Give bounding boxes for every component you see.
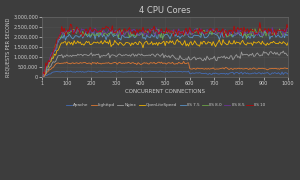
IIS 10 bbox=[286, 27, 290, 29]
IIS 8.5 bbox=[40, 75, 44, 78]
Lighttpd bbox=[64, 62, 67, 64]
IIS 8.5 bbox=[266, 30, 269, 32]
Nginx bbox=[130, 53, 134, 55]
Lighttpd bbox=[182, 60, 185, 62]
Lighttpd bbox=[40, 75, 44, 78]
IIS 8.5 bbox=[144, 31, 147, 34]
Apache bbox=[268, 73, 272, 75]
OpenLiteSpeed bbox=[40, 76, 44, 78]
Lighttpd bbox=[286, 67, 290, 69]
Legend: Apache, Lighttpd, Nginx, OpenLiteSpeed, IIS 7.5, IIS 8.0, IIS 8.5, IIS 10: Apache, Lighttpd, Nginx, OpenLiteSpeed, … bbox=[64, 102, 267, 109]
IIS 10 bbox=[144, 31, 147, 33]
IIS 7.5 bbox=[42, 74, 45, 76]
X-axis label: CONCURRENT CONNECTIONS: CONCURRENT CONNECTIONS bbox=[125, 89, 205, 94]
Nginx bbox=[42, 74, 45, 76]
Nginx bbox=[62, 55, 66, 57]
Apache bbox=[176, 71, 179, 73]
Apache bbox=[40, 76, 44, 78]
IIS 8.0 bbox=[64, 31, 67, 34]
Line: Nginx: Nginx bbox=[42, 51, 288, 77]
IIS 10 bbox=[267, 28, 270, 30]
Lighttpd bbox=[174, 62, 178, 65]
IIS 7.5 bbox=[286, 33, 290, 35]
Apache bbox=[42, 76, 45, 78]
IIS 7.5 bbox=[130, 32, 134, 34]
OpenLiteSpeed bbox=[176, 38, 179, 40]
Lighttpd bbox=[131, 62, 135, 64]
IIS 8.5 bbox=[42, 75, 45, 77]
Nginx bbox=[286, 55, 290, 57]
Line: IIS 8.5: IIS 8.5 bbox=[42, 28, 288, 76]
IIS 7.5 bbox=[144, 38, 147, 40]
Line: IIS 8.0: IIS 8.0 bbox=[42, 28, 288, 76]
OpenLiteSpeed bbox=[42, 73, 45, 75]
IIS 8.5 bbox=[130, 30, 134, 32]
Apache bbox=[64, 71, 67, 73]
IIS 8.0 bbox=[176, 34, 179, 36]
IIS 8.0 bbox=[43, 72, 46, 75]
Nginx bbox=[40, 76, 44, 78]
IIS 8.0 bbox=[146, 31, 150, 34]
IIS 8.5 bbox=[62, 30, 66, 32]
Nginx bbox=[281, 50, 285, 52]
IIS 8.5 bbox=[286, 27, 290, 29]
IIS 8.5 bbox=[270, 26, 274, 29]
Nginx bbox=[266, 53, 269, 55]
IIS 10 bbox=[40, 74, 44, 76]
Y-axis label: REQUESTS PER SECOND: REQUESTS PER SECOND bbox=[6, 17, 10, 77]
Lighttpd bbox=[268, 68, 272, 70]
Title: 4 CPU Cores: 4 CPU Cores bbox=[140, 6, 191, 15]
Line: Lighttpd: Lighttpd bbox=[42, 61, 288, 77]
IIS 10 bbox=[173, 30, 177, 32]
Apache bbox=[145, 71, 148, 73]
IIS 10 bbox=[62, 27, 66, 29]
OpenLiteSpeed bbox=[130, 42, 134, 44]
Line: IIS 10: IIS 10 bbox=[42, 22, 288, 75]
OpenLiteSpeed bbox=[286, 41, 290, 43]
IIS 7.5 bbox=[157, 30, 161, 32]
IIS 8.0 bbox=[268, 31, 272, 34]
IIS 10 bbox=[258, 21, 262, 24]
Apache bbox=[286, 73, 290, 75]
Nginx bbox=[173, 57, 177, 59]
Lighttpd bbox=[145, 62, 148, 64]
Line: Apache: Apache bbox=[42, 71, 288, 77]
IIS 10 bbox=[42, 71, 45, 73]
Apache bbox=[43, 75, 46, 77]
IIS 8.0 bbox=[42, 75, 45, 77]
Apache bbox=[158, 70, 162, 72]
IIS 10 bbox=[130, 33, 134, 35]
IIS 7.5 bbox=[40, 75, 44, 77]
OpenLiteSpeed bbox=[267, 44, 270, 46]
IIS 8.5 bbox=[173, 31, 177, 33]
IIS 8.0 bbox=[286, 32, 290, 34]
OpenLiteSpeed bbox=[62, 41, 66, 43]
Line: IIS 7.5: IIS 7.5 bbox=[42, 31, 288, 76]
IIS 7.5 bbox=[267, 32, 270, 34]
IIS 8.0 bbox=[76, 27, 80, 29]
OpenLiteSpeed bbox=[173, 43, 177, 46]
IIS 7.5 bbox=[62, 33, 66, 35]
Line: OpenLiteSpeed: OpenLiteSpeed bbox=[42, 39, 288, 77]
Lighttpd bbox=[42, 76, 45, 78]
Nginx bbox=[144, 55, 147, 57]
Apache bbox=[131, 70, 135, 72]
OpenLiteSpeed bbox=[144, 41, 147, 43]
IIS 7.5 bbox=[174, 33, 178, 35]
IIS 8.0 bbox=[40, 73, 44, 75]
Lighttpd bbox=[43, 75, 46, 77]
IIS 8.0 bbox=[133, 34, 136, 36]
